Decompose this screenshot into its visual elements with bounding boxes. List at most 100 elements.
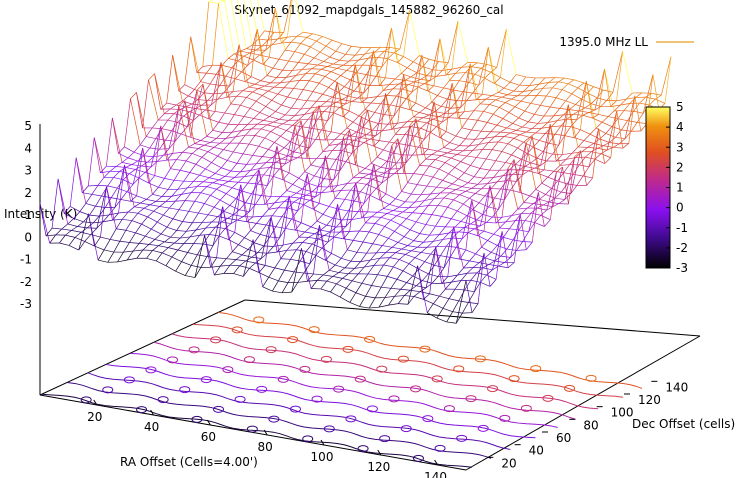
surface-line bbox=[196, 243, 204, 255]
surface-line bbox=[500, 255, 511, 258]
surface-line bbox=[175, 261, 182, 272]
surface-line bbox=[457, 20, 469, 63]
surface-line bbox=[489, 104, 500, 108]
surface-line bbox=[493, 175, 504, 178]
surface-line bbox=[419, 224, 427, 234]
surface-line bbox=[160, 125, 171, 169]
surface-line bbox=[439, 38, 450, 81]
surface-line bbox=[97, 249, 105, 261]
surface-line bbox=[445, 131, 456, 137]
surface-line bbox=[83, 214, 90, 223]
surface-line bbox=[422, 114, 430, 118]
surface-line bbox=[161, 119, 169, 129]
surface-line bbox=[319, 225, 326, 261]
surface-line bbox=[297, 272, 305, 283]
surface-line bbox=[497, 245, 508, 250]
surface-line bbox=[348, 143, 358, 148]
surface-line bbox=[372, 175, 379, 180]
surface-line bbox=[331, 131, 341, 135]
contour-blob bbox=[191, 415, 203, 423]
surface-line bbox=[301, 118, 309, 127]
surface-line bbox=[404, 295, 414, 297]
surface-line bbox=[225, 187, 233, 194]
surface-line bbox=[172, 55, 180, 91]
surface-line bbox=[325, 260, 336, 266]
surface-line bbox=[332, 39, 342, 44]
surface-line bbox=[376, 245, 383, 254]
surface-line bbox=[506, 29, 517, 75]
surface-line bbox=[325, 155, 332, 192]
surface-line bbox=[244, 76, 252, 82]
surface-line bbox=[441, 206, 448, 217]
surface-line bbox=[447, 152, 458, 155]
surface-line bbox=[253, 112, 261, 119]
surface-line bbox=[211, 162, 222, 169]
surface-line bbox=[473, 103, 481, 111]
surface-line bbox=[540, 95, 547, 106]
surface-line bbox=[552, 87, 563, 91]
surface-line bbox=[600, 100, 608, 107]
surface-line bbox=[451, 274, 458, 283]
surface-line bbox=[476, 214, 483, 221]
surface-line bbox=[442, 232, 450, 240]
surface-line bbox=[74, 231, 82, 238]
surface-line bbox=[458, 289, 466, 302]
surface-line bbox=[223, 211, 234, 216]
surface-line bbox=[310, 220, 318, 228]
surface-line bbox=[552, 166, 563, 207]
surface-line bbox=[412, 146, 419, 156]
surface-line bbox=[357, 203, 365, 212]
surface-line bbox=[264, 265, 275, 269]
surface-line bbox=[323, 111, 334, 114]
surface-line bbox=[253, 234, 261, 243]
surface-line bbox=[339, 287, 347, 298]
surface-line bbox=[300, 107, 311, 110]
surface-line bbox=[313, 225, 320, 274]
surface-line bbox=[177, 249, 188, 253]
surface-line bbox=[509, 81, 520, 86]
surface-line bbox=[421, 54, 429, 92]
surface-line bbox=[561, 104, 569, 155]
surface-line bbox=[556, 154, 563, 162]
surface-line bbox=[442, 298, 450, 309]
surface-line bbox=[241, 190, 252, 195]
surface-line bbox=[259, 49, 266, 56]
surface-line bbox=[523, 141, 534, 148]
surface-line bbox=[448, 231, 459, 234]
surface-line bbox=[331, 185, 338, 192]
surface-line bbox=[416, 117, 424, 122]
surface-line bbox=[107, 251, 115, 263]
surface-line bbox=[526, 241, 533, 250]
surface-line bbox=[245, 260, 256, 264]
surface-line bbox=[152, 187, 159, 195]
surface-line bbox=[224, 170, 232, 177]
surface-line bbox=[177, 180, 185, 190]
surface-line bbox=[351, 217, 362, 220]
surface-line bbox=[488, 260, 496, 265]
surface-line bbox=[181, 133, 192, 138]
surface-line bbox=[280, 130, 287, 137]
surface-line bbox=[183, 172, 191, 182]
surface-line bbox=[484, 252, 492, 259]
surface-line bbox=[408, 257, 416, 264]
surface-line bbox=[493, 227, 500, 235]
surface-line bbox=[158, 241, 165, 246]
surface-line bbox=[387, 52, 395, 60]
surface-line bbox=[609, 137, 616, 143]
surface-line bbox=[453, 194, 460, 201]
surface-line bbox=[402, 207, 410, 213]
surface-line bbox=[460, 215, 468, 222]
surface-line bbox=[554, 191, 562, 199]
surface-line bbox=[486, 216, 493, 223]
surface-line bbox=[579, 110, 609, 117]
surface-line bbox=[534, 165, 541, 169]
surface-line bbox=[336, 283, 347, 289]
surface-line bbox=[148, 79, 159, 121]
surface-line bbox=[457, 272, 468, 276]
surface-line bbox=[306, 37, 317, 42]
surface-line bbox=[318, 105, 326, 141]
surface-line bbox=[522, 170, 529, 176]
surface-line bbox=[95, 195, 102, 207]
surface-line bbox=[426, 75, 437, 77]
surface-line bbox=[516, 174, 523, 182]
